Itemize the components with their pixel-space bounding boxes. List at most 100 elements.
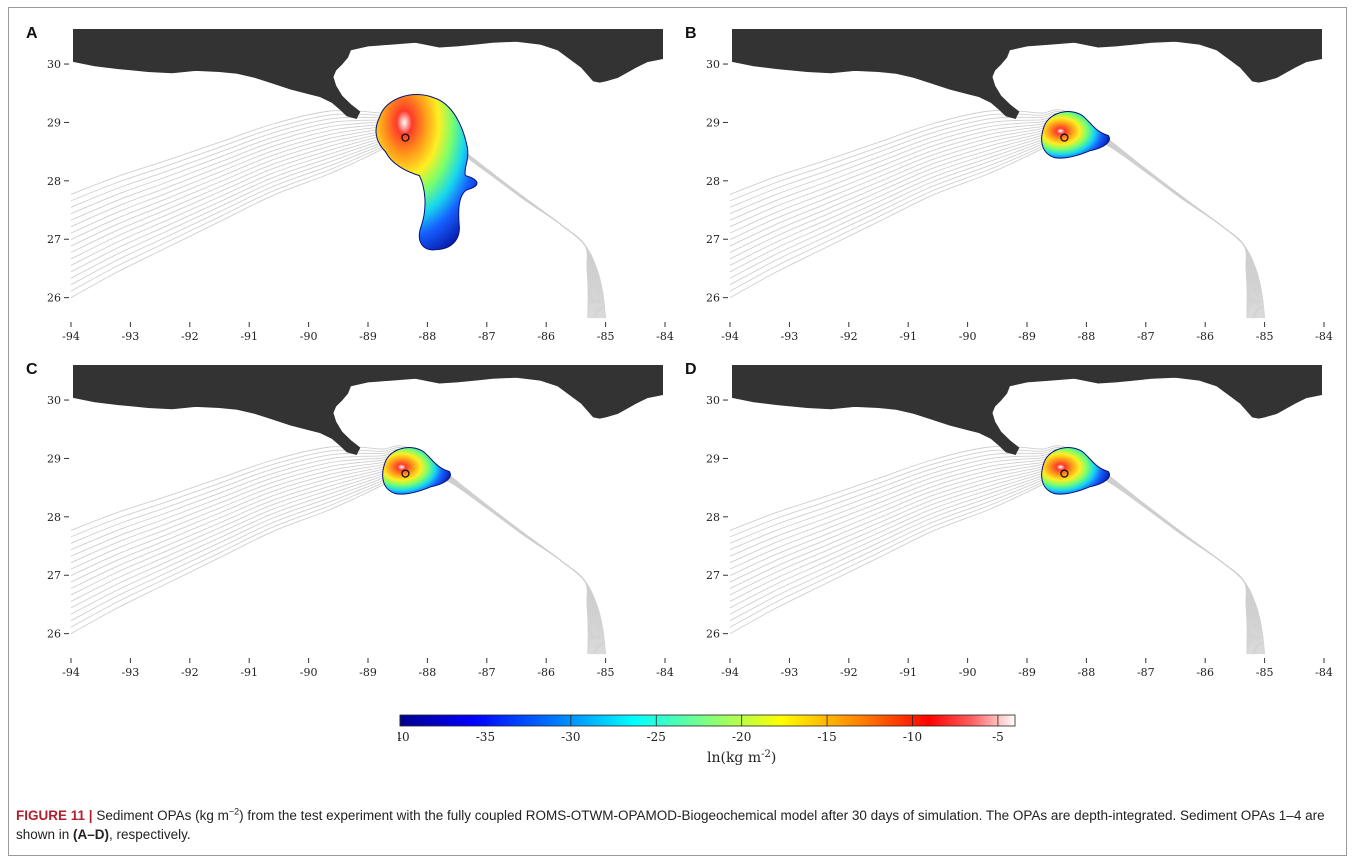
figure-frame [8, 7, 1347, 856]
x-tick-label: -84 [1315, 666, 1333, 679]
y-tick-label: 29 [47, 452, 61, 465]
bathymetry-contour [71, 462, 600, 655]
map-panel-c: 30 29 28 27 26 -94 -93 -92 -91 -90 -89 -88 -87 -86 -85… [14, 356, 674, 679]
bathymetry-contour [71, 466, 603, 655]
colorbar-label: ln(kg m-2) [707, 749, 776, 766]
y-tick-label: 27 [47, 569, 61, 582]
bathymetry-contour [71, 118, 594, 319]
x-tick-label: -89 [359, 666, 377, 679]
bathymetry-contour [730, 121, 1256, 319]
bathymetry-contour [71, 112, 591, 319]
bathymetry-contour [730, 126, 1259, 319]
x-tick-label: -92 [840, 330, 858, 343]
x-tick-label: -89 [1018, 330, 1036, 343]
colorbar-tick-label: -40 [398, 730, 410, 744]
map-panel-d: 30 29 28 27 26 -94 -93 -92 -91 -90 -89 -88 -87 -86 -85… [673, 356, 1333, 679]
x-tick-label: -84 [656, 666, 674, 679]
bathymetry-contour [71, 130, 603, 319]
x-tick-label: -94 [721, 666, 739, 679]
spill-concentration-area [375, 94, 478, 251]
x-tick-label: -89 [359, 330, 377, 343]
colorbar-gradient [399, 714, 1016, 727]
bathymetry-contour [730, 469, 1264, 655]
coastline-land [73, 29, 663, 119]
panel-letter: A [26, 25, 38, 42]
colorbar-tick-label: -20 [732, 730, 751, 744]
x-tick-label: -88 [419, 330, 437, 343]
bathymetry-contour [71, 467, 604, 655]
bathymetry-contour [730, 130, 1262, 319]
bathymetry-contour [730, 462, 1259, 655]
bathymetry-contour [730, 131, 1263, 319]
x-tick-label: -94 [62, 330, 80, 343]
bathymetry-contour [71, 131, 604, 319]
x-tick-label: -93 [122, 666, 140, 679]
bathymetry-contour [730, 129, 1261, 319]
caption-text-1: Sediment OPAs (kg m [92, 808, 229, 823]
bathymetry-contour [730, 112, 1250, 319]
map-svg: 30 29 28 27 26 -94 -93 -92 -91 -90 -89 -88 -87 -86 -85… [47, 365, 674, 679]
y-tick-label: 29 [706, 116, 720, 129]
y-tick-label: 28 [706, 175, 720, 188]
y-tick-label: 27 [706, 569, 720, 582]
y-tick-label: 26 [47, 628, 61, 641]
bathymetry-contour [730, 119, 1254, 319]
bathymetry-contour [730, 127, 1260, 319]
x-tick-label: -85 [1256, 666, 1274, 679]
colorbar-tick-label: -25 [647, 730, 666, 744]
bathymetry-contour [71, 465, 602, 655]
x-tick-label: -90 [959, 330, 977, 343]
colorbar-tick-label: -35 [476, 730, 495, 744]
x-tick-label: -93 [781, 666, 799, 679]
bathymetry-contour [730, 109, 1248, 319]
bathymetry-contour [71, 454, 594, 655]
x-tick-label: -90 [959, 666, 977, 679]
x-tick-label: -87 [1137, 330, 1155, 343]
colorbar-tick-label: -30 [561, 730, 580, 744]
map-svg: 30 29 28 27 26 -94 -93 -92 -91 -90 -89 -88 -87 -86 -85… [706, 29, 1333, 343]
bathymetry-contour [730, 455, 1254, 655]
bathymetry-contour [71, 445, 589, 655]
bathymetry-contour [730, 467, 1263, 655]
coastline-land [732, 365, 1322, 455]
x-tick-label: -85 [1256, 330, 1274, 343]
bathymetry-contour [71, 116, 593, 319]
x-tick-label: -87 [1137, 666, 1155, 679]
x-tick-label: -92 [840, 666, 858, 679]
caption-superscript: −2 [228, 806, 240, 817]
y-tick-label: 26 [47, 292, 61, 305]
map-content [730, 29, 1322, 319]
x-tick-label: -87 [478, 330, 496, 343]
x-tick-label: -86 [1196, 666, 1214, 679]
spill-concentration-area [1041, 111, 1110, 159]
x-tick-label: -88 [1078, 330, 1096, 343]
bathymetry-contour [730, 445, 1248, 655]
bathymetry-contour [71, 448, 591, 655]
colorbar: -40 -35 -30 -25 -20 -15 -10 -5 ln(kg m-2) [390, 714, 1018, 774]
x-tick-label: -86 [537, 330, 555, 343]
bathymetry-contour [730, 452, 1252, 655]
bathymetry-contour [71, 126, 600, 319]
y-tick-label: 30 [706, 58, 720, 71]
bathymetry-contour [730, 457, 1256, 655]
x-tick-label: -88 [1078, 666, 1096, 679]
x-tick-label: -91 [240, 330, 258, 343]
y-tick-label: 29 [706, 452, 720, 465]
colorbar-svg: -40 -35 -30 -25 -20 -15 -10 -5 ln(kg m-2) [390, 714, 1016, 766]
bathymetry-contour [730, 466, 1262, 655]
x-tick-label: -91 [899, 330, 917, 343]
coastline-land [73, 365, 663, 455]
y-tick-label: 30 [47, 58, 61, 71]
x-tick-label: -92 [181, 666, 199, 679]
map-svg: 30 29 28 27 26 -94 -93 -92 -91 -90 -89 -88 -87 -86 -85… [706, 365, 1333, 679]
y-tick-label: 28 [47, 175, 61, 188]
panel-letter: C [26, 361, 38, 378]
x-tick-label: -89 [1018, 666, 1036, 679]
x-tick-label: -86 [537, 666, 555, 679]
coastline-land [732, 29, 1322, 119]
bathymetry-contour [71, 121, 597, 319]
y-tick-label: 30 [47, 394, 61, 407]
y-tick-label: 28 [47, 511, 61, 524]
bathymetry-contour [730, 465, 1261, 655]
panel-letter: B [685, 25, 697, 42]
